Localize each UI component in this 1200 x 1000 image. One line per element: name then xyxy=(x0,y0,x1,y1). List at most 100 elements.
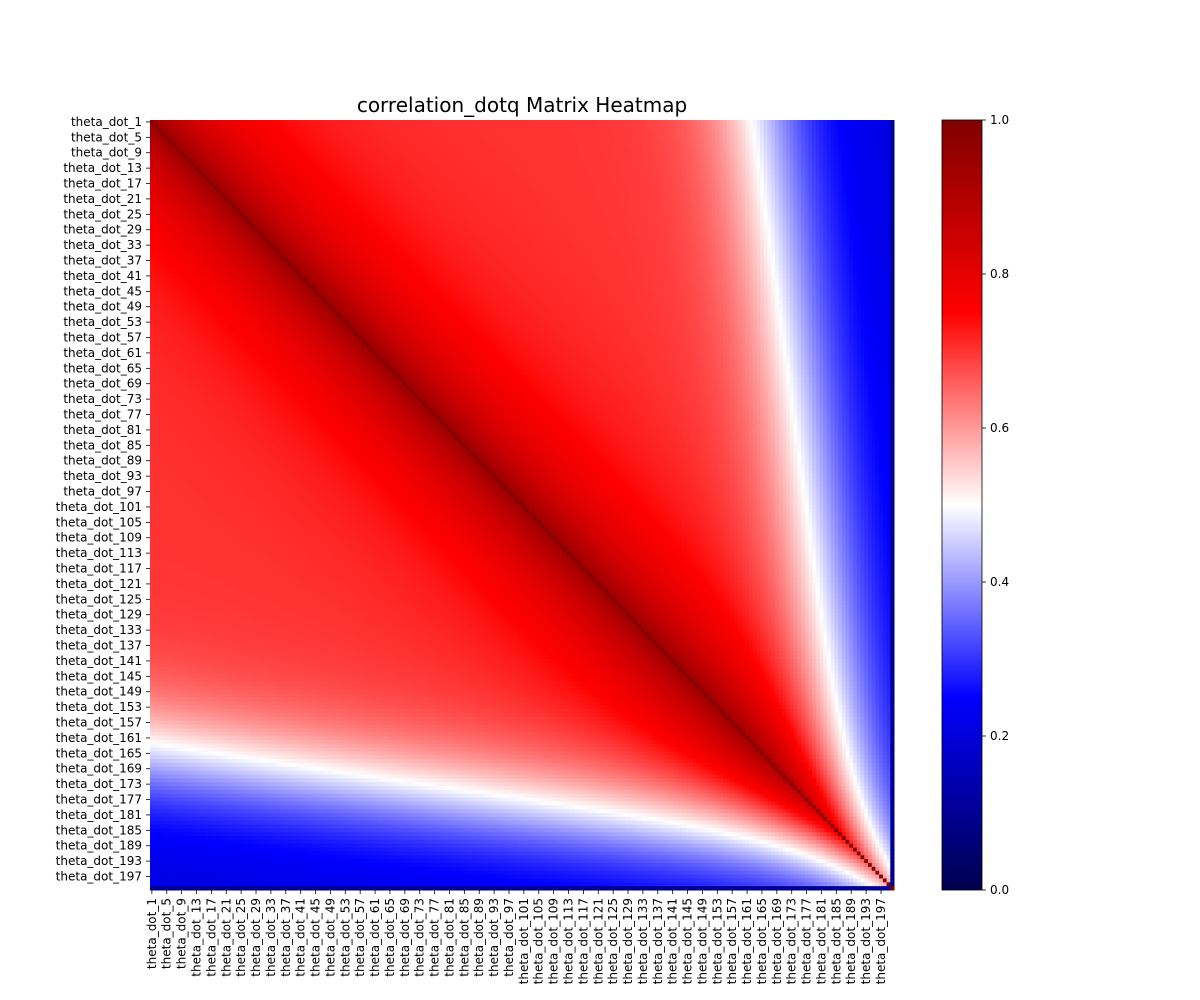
heatmap-cell xyxy=(232,120,236,124)
heatmap-cell xyxy=(846,132,850,136)
heatmap-cell xyxy=(381,128,385,132)
heatmap-cell xyxy=(195,139,199,143)
heatmap-cell xyxy=(842,128,846,132)
heatmap-cell xyxy=(280,143,284,147)
heatmap-cell xyxy=(221,132,225,136)
heatmap-cell xyxy=(775,124,779,128)
heatmap-cell xyxy=(221,135,225,139)
heatmap-cell xyxy=(838,135,842,139)
heatmap-cell xyxy=(708,124,712,128)
heatmap-cell xyxy=(574,139,578,143)
heatmap-cell xyxy=(269,124,273,128)
heatmap-cell xyxy=(206,139,210,143)
heatmap-cell xyxy=(224,139,228,143)
heatmap-cell xyxy=(559,124,563,128)
heatmap-cell xyxy=(388,120,392,124)
heatmap-cell xyxy=(626,135,630,139)
heatmap-cell xyxy=(485,128,489,132)
heatmap-cell xyxy=(682,139,686,143)
heatmap-cell xyxy=(157,143,161,147)
heatmap-cell xyxy=(704,124,708,128)
heatmap-cell xyxy=(157,139,161,143)
heatmap-cell xyxy=(157,135,161,139)
heatmap-cell xyxy=(786,120,790,124)
heatmap-cell xyxy=(782,135,786,139)
heatmap-cell xyxy=(689,143,693,147)
heatmap-cell xyxy=(708,139,712,143)
heatmap-cell xyxy=(355,143,359,147)
heatmap-cell xyxy=(444,143,448,147)
heatmap-cell xyxy=(503,132,507,136)
heatmap-cell xyxy=(615,135,619,139)
heatmap-cell xyxy=(779,128,783,132)
heatmap-cell xyxy=(693,124,697,128)
heatmap-cell xyxy=(671,120,675,124)
heatmap-cell xyxy=(444,128,448,132)
heatmap-cell xyxy=(805,120,809,124)
heatmap-cell xyxy=(303,135,307,139)
heatmap-cell xyxy=(675,120,679,124)
heatmap-cell xyxy=(768,139,772,143)
heatmap-cell xyxy=(868,124,872,128)
heatmap-cell xyxy=(790,128,794,132)
heatmap-cell xyxy=(247,135,251,139)
heatmap-cell xyxy=(418,120,422,124)
heatmap-cell xyxy=(630,139,634,143)
heatmap-cell xyxy=(485,139,489,143)
heatmap-cell xyxy=(738,128,742,132)
heatmap-cell xyxy=(392,124,396,128)
heatmap-cell xyxy=(221,120,225,124)
heatmap-cell xyxy=(875,139,879,143)
heatmap-cell xyxy=(741,143,745,147)
heatmap-cell xyxy=(306,128,310,132)
heatmap-cell xyxy=(444,135,448,139)
heatmap-cell xyxy=(734,139,738,143)
heatmap-cell xyxy=(369,139,373,143)
heatmap-cell xyxy=(693,135,697,139)
heatmap-cell xyxy=(641,132,645,136)
heatmap-cell xyxy=(280,132,284,136)
heatmap-cell xyxy=(660,124,664,128)
heatmap-cell xyxy=(198,128,202,132)
heatmap-cell xyxy=(864,120,868,124)
heatmap-cell xyxy=(459,135,463,139)
heatmap-cell xyxy=(730,139,734,143)
heatmap-cell xyxy=(176,128,180,132)
heatmap-cell xyxy=(228,135,232,139)
heatmap-cell xyxy=(388,132,392,136)
heatmap-cell xyxy=(329,124,333,128)
heatmap-cell xyxy=(518,128,522,132)
heatmap-cell xyxy=(775,135,779,139)
heatmap-cell xyxy=(794,139,798,143)
heatmap-cell xyxy=(336,143,340,147)
heatmap-cell xyxy=(701,128,705,132)
heatmap-cell xyxy=(455,120,459,124)
heatmap-cell xyxy=(608,132,612,136)
heatmap-cell xyxy=(250,132,254,136)
heatmap-cell xyxy=(355,132,359,136)
heatmap-cell xyxy=(682,132,686,136)
heatmap-cell xyxy=(265,124,269,128)
heatmap-cell xyxy=(641,139,645,143)
heatmap-cell xyxy=(425,132,429,136)
heatmap-cell xyxy=(701,124,705,128)
heatmap-cell xyxy=(723,128,727,132)
heatmap-cell xyxy=(470,124,474,128)
heatmap-cell xyxy=(183,132,187,136)
heatmap-cell xyxy=(489,135,493,139)
heatmap-cell xyxy=(396,139,400,143)
heatmap-cell xyxy=(652,135,656,139)
heatmap-cell xyxy=(455,132,459,136)
heatmap-cell xyxy=(779,124,783,128)
heatmap-cell xyxy=(407,135,411,139)
heatmap-cell xyxy=(838,128,842,132)
heatmap-cell xyxy=(790,135,794,139)
heatmap-cell xyxy=(879,128,883,132)
heatmap-cell xyxy=(823,120,827,124)
heatmap-cell xyxy=(790,132,794,136)
heatmap-cell xyxy=(321,124,325,128)
heatmap-cell xyxy=(619,120,623,124)
heatmap-cell xyxy=(477,139,481,143)
heatmap-cell xyxy=(150,135,154,139)
heatmap-cell xyxy=(321,128,325,132)
